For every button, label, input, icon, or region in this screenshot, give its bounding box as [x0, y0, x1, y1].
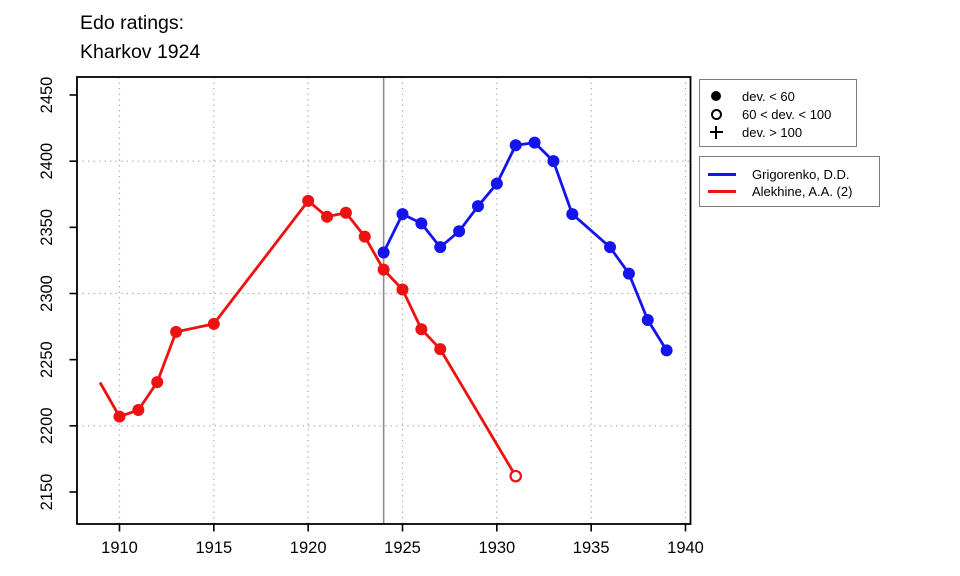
data-point-filled	[453, 225, 466, 238]
data-point-filled	[434, 343, 447, 356]
data-point-filled	[358, 230, 371, 243]
player-series-legend: Grigorenko, D.D. Alekhine, A.A. (2)	[699, 156, 880, 207]
data-point-filled	[415, 217, 428, 230]
data-point-filled	[528, 136, 541, 149]
legend-row-alekhine: Alekhine, A.A. (2)	[704, 183, 879, 200]
filled-circle-icon	[711, 91, 721, 101]
data-point-filled	[302, 194, 315, 207]
data-point-filled	[641, 313, 654, 326]
legend-row-dev-60-100: 60 < dev. < 100	[704, 105, 856, 123]
y-tick-label: 2250	[38, 341, 56, 378]
y-tick-label: 2300	[38, 275, 56, 312]
legend-row-dev-gt-100: dev. > 100	[704, 123, 856, 141]
series-line-grigorenko	[382, 141, 668, 352]
marker-deviation-legend: dev. < 60 60 < dev. < 100 dev. > 100	[699, 79, 857, 147]
legend-row-dev-lt-60: dev. < 60	[704, 87, 856, 105]
data-point-filled	[170, 325, 183, 338]
red-line-swatch	[708, 190, 736, 193]
data-point-filled	[377, 246, 390, 259]
data-point-filled	[566, 208, 579, 221]
plot-box	[76, 76, 692, 525]
data-point-filled	[660, 344, 673, 357]
chart-title-line1: Edo ratings:	[80, 12, 185, 34]
data-point-filled	[207, 317, 220, 330]
x-tick-label: 1920	[290, 539, 327, 557]
data-point-filled	[415, 323, 428, 336]
data-point-filled	[622, 267, 635, 280]
x-tick-label: 1940	[667, 539, 704, 557]
legend-label: Grigorenko, D.D.	[752, 167, 850, 182]
x-tick-label: 1930	[478, 539, 515, 557]
data-point-filled	[113, 410, 126, 423]
x-tick-label: 1915	[195, 539, 232, 557]
legend-label: dev. < 60	[742, 88, 795, 104]
data-point-filled	[132, 403, 145, 416]
data-point-filled	[339, 206, 352, 219]
x-tick-label: 1925	[384, 539, 421, 557]
y-tick-label: 2450	[38, 77, 56, 114]
data-point-filled	[434, 241, 447, 254]
legend-label: Alekhine, A.A. (2)	[752, 184, 853, 199]
legend-label: 60 < dev. < 100	[742, 106, 832, 122]
legend-label: dev. > 100	[742, 124, 803, 140]
chart-title: Edo ratings: Kharkov 1924	[80, 9, 200, 66]
data-point-filled	[547, 155, 560, 168]
open-circle-icon	[710, 108, 722, 120]
data-point-filled	[396, 283, 409, 296]
data-point-filled	[151, 376, 164, 389]
legend-row-grigorenko: Grigorenko, D.D.	[704, 166, 879, 183]
y-tick-label: 2400	[38, 143, 56, 180]
y-tick-label: 2150	[38, 474, 56, 511]
x-tick-label: 1910	[101, 539, 138, 557]
data-point-filled	[604, 241, 617, 254]
data-point-filled	[377, 263, 390, 276]
data-point-filled	[509, 139, 522, 152]
chart-title-line2: Kharkov 1924	[80, 40, 201, 63]
plus-icon	[709, 125, 723, 139]
data-point-filled	[396, 208, 409, 221]
x-tick-label: 1935	[573, 539, 610, 557]
y-tick-label: 2200	[38, 407, 56, 444]
data-point-filled	[471, 200, 484, 213]
data-point-open	[509, 469, 523, 483]
y-tick-label: 2350	[38, 209, 56, 246]
data-point-filled	[321, 210, 334, 223]
data-point-filled	[490, 177, 503, 190]
blue-line-swatch	[708, 173, 736, 176]
